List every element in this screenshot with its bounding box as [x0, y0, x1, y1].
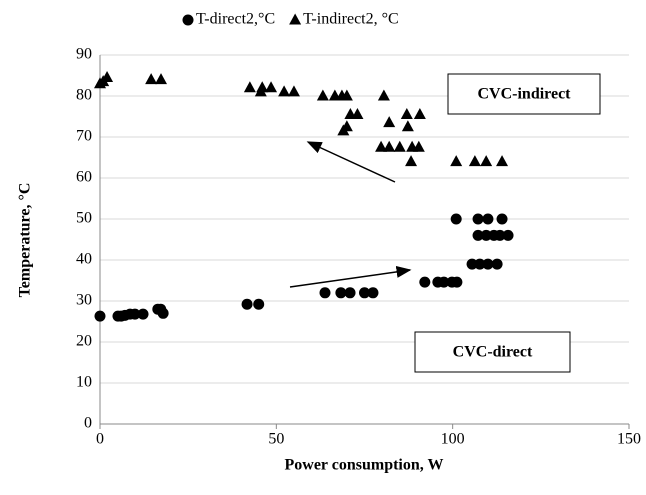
point — [383, 116, 396, 128]
point — [472, 213, 484, 225]
point — [412, 140, 425, 152]
point — [243, 81, 256, 93]
point — [253, 298, 265, 310]
point — [241, 298, 253, 310]
legend-marker — [289, 13, 302, 25]
point — [340, 89, 353, 101]
y-tick-label: 90 — [76, 46, 92, 63]
point — [393, 140, 406, 152]
point — [383, 140, 396, 152]
point — [278, 85, 291, 97]
point — [287, 85, 300, 97]
point — [451, 276, 463, 288]
point — [319, 287, 331, 299]
y-tick-label: 60 — [76, 169, 92, 186]
point — [480, 155, 493, 167]
y-tick-label: 70 — [76, 128, 92, 145]
point — [482, 213, 494, 225]
point — [367, 287, 379, 299]
point — [466, 258, 478, 270]
point — [351, 107, 364, 119]
point — [474, 258, 486, 270]
point — [491, 258, 503, 270]
x-tick-label: 150 — [617, 431, 641, 448]
point — [400, 107, 413, 119]
point — [375, 140, 388, 152]
point — [480, 229, 492, 241]
annotation: CVC-direct — [453, 344, 533, 361]
y-tick-label: 40 — [76, 251, 92, 268]
point — [344, 287, 356, 299]
point — [413, 107, 426, 119]
point — [450, 213, 462, 225]
point — [401, 120, 414, 132]
point — [359, 287, 370, 299]
point — [419, 276, 431, 288]
point — [256, 81, 269, 93]
y-tick-label: 20 — [76, 333, 92, 350]
x-tick-label: 100 — [441, 431, 465, 448]
y-axis-title: Temperature, °C — [17, 183, 34, 298]
point — [496, 213, 508, 225]
y-tick-label: 50 — [76, 210, 92, 227]
y-tick-label: 0 — [84, 415, 92, 432]
legend-label: T-indirect2, °C — [303, 11, 399, 28]
point — [155, 73, 168, 85]
annotation: CVC-indirect — [477, 86, 571, 103]
legend-marker — [182, 14, 194, 26]
x-tick-label: 0 — [96, 431, 104, 448]
point — [145, 73, 158, 85]
arrow — [306, 141, 396, 183]
point — [94, 310, 106, 322]
point — [129, 308, 141, 320]
point — [137, 308, 149, 320]
point — [496, 155, 509, 167]
point — [340, 120, 353, 132]
point — [438, 276, 450, 288]
arrow — [289, 265, 412, 288]
point — [482, 258, 494, 270]
point — [468, 155, 481, 167]
annotation-box — [414, 331, 571, 373]
point — [405, 155, 418, 167]
point — [494, 229, 506, 241]
point — [335, 287, 347, 299]
point — [316, 89, 329, 101]
point — [157, 307, 169, 319]
x-axis-title: Power consumption, W — [285, 457, 444, 474]
point — [265, 81, 278, 93]
annotation-box — [447, 73, 601, 115]
point — [502, 229, 514, 241]
y-tick-label: 80 — [76, 87, 92, 104]
legend-label: T-direct2,°C — [196, 11, 275, 28]
point — [377, 89, 390, 101]
point — [472, 229, 484, 241]
x-tick-label: 50 — [268, 431, 284, 448]
y-tick-label: 10 — [76, 374, 92, 391]
point — [101, 71, 114, 83]
y-tick-label: 30 — [76, 292, 92, 309]
point — [450, 155, 463, 167]
